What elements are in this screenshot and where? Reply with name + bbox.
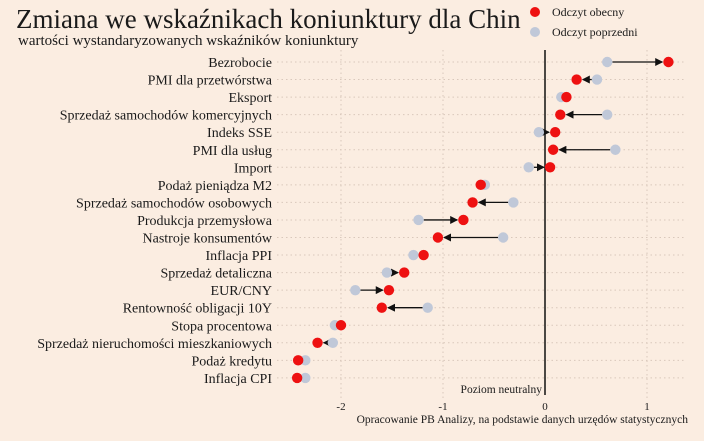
previous-point [350, 284, 361, 296]
previous-point [591, 74, 603, 85]
category-label: Bezrobocie [208, 56, 272, 71]
previous-point [300, 372, 311, 384]
current-point [376, 302, 387, 313]
category-label: Sprzedaż samochodów osobowych [76, 196, 272, 211]
category-label: Sprzedaż detaliczna [160, 267, 272, 282]
change-arrows [322, 58, 664, 347]
current-point [571, 74, 582, 85]
category-label: EUR/CNY [211, 284, 272, 299]
previous-point [533, 127, 545, 138]
previous-point [408, 249, 419, 261]
x-tick-label: 1 [644, 401, 650, 413]
current-point [561, 91, 572, 103]
legend-label-previous: Odczyt poprzedni [552, 24, 638, 39]
current-point [418, 249, 429, 261]
current-point [550, 127, 561, 138]
category-label: Sprzedaż samochodów komercyjnych [60, 109, 272, 124]
previous-point [413, 214, 424, 226]
category-label: Inflacja PPI [206, 249, 273, 264]
current-point [432, 232, 444, 243]
current-point [291, 372, 303, 384]
zero-line-label: Poziom neutralny [461, 384, 543, 396]
legend: Odczyt obecny Odczyt poprzedni [530, 2, 638, 42]
legend-label-current: Odczyt obecny [552, 4, 625, 19]
category-label: Nastroje konsumentów [143, 232, 273, 247]
category-label: Rentowność obligacji 10Y [123, 302, 272, 317]
previous-point [610, 144, 621, 155]
current-point [475, 179, 486, 191]
category-label: Import [234, 161, 272, 176]
x-tick-label: 0 [542, 401, 548, 413]
previous-point [602, 109, 613, 120]
previous-point [300, 355, 311, 366]
x-tick-label: -1 [438, 401, 447, 413]
previous-point [422, 302, 433, 313]
horizontal-gridlines [277, 61, 686, 379]
current-point [555, 109, 566, 120]
vertical-gridlines [340, 50, 648, 400]
previous-point [523, 162, 534, 173]
category-label: Podaż pieniądza M2 [158, 179, 272, 194]
previous-point [508, 197, 519, 208]
current-point [467, 197, 478, 208]
category-label: Sprzedaż nieruchomości mieszkaniowych [37, 337, 272, 352]
current-point [399, 267, 410, 278]
current-point [544, 162, 556, 173]
legend-marker-previous [530, 27, 540, 37]
current-point [383, 284, 395, 296]
current-point [335, 320, 347, 331]
current-point [663, 56, 674, 68]
x-tick-labels: -2 -1 0 1 [336, 401, 649, 413]
category-label: Podaż kredytu [192, 354, 272, 369]
current-point [547, 144, 559, 155]
current-point [312, 337, 323, 348]
current-point [292, 355, 304, 366]
category-label: Indeks SSE [207, 126, 272, 141]
current-points [291, 56, 674, 384]
previous-point [381, 267, 393, 278]
legend-marker-current [530, 7, 540, 17]
x-tick-label: -2 [336, 401, 345, 413]
legend-item-current: Odczyt obecny [530, 2, 638, 22]
category-label: Eksport [228, 91, 272, 106]
previous-point [497, 232, 509, 243]
category-label: Produkcja przemysłowa [137, 214, 273, 229]
chart-title: Zmiana we wskaźnikach koniunktury dla Ch… [16, 4, 521, 34]
chart-subtitle: wartości wystandaryzowanych wskaźników k… [18, 33, 359, 49]
source-note: Opracowanie PB Analizy, na podstawie dan… [357, 414, 689, 426]
previous-point [327, 337, 339, 348]
legend-item-previous: Odczyt poprzedni [530, 22, 638, 42]
category-label: Stopa procentowa [171, 319, 272, 334]
category-label: PMI dla usług [193, 144, 272, 159]
category-label: Inflacja CPI [204, 372, 272, 387]
category-label: PMI dla przetwórstwa [148, 74, 273, 89]
current-point [458, 214, 469, 226]
previous-point [602, 56, 613, 68]
category-labels: Bezrobocie PMI dla przetwórstwa Eksport Spr… [37, 56, 273, 387]
